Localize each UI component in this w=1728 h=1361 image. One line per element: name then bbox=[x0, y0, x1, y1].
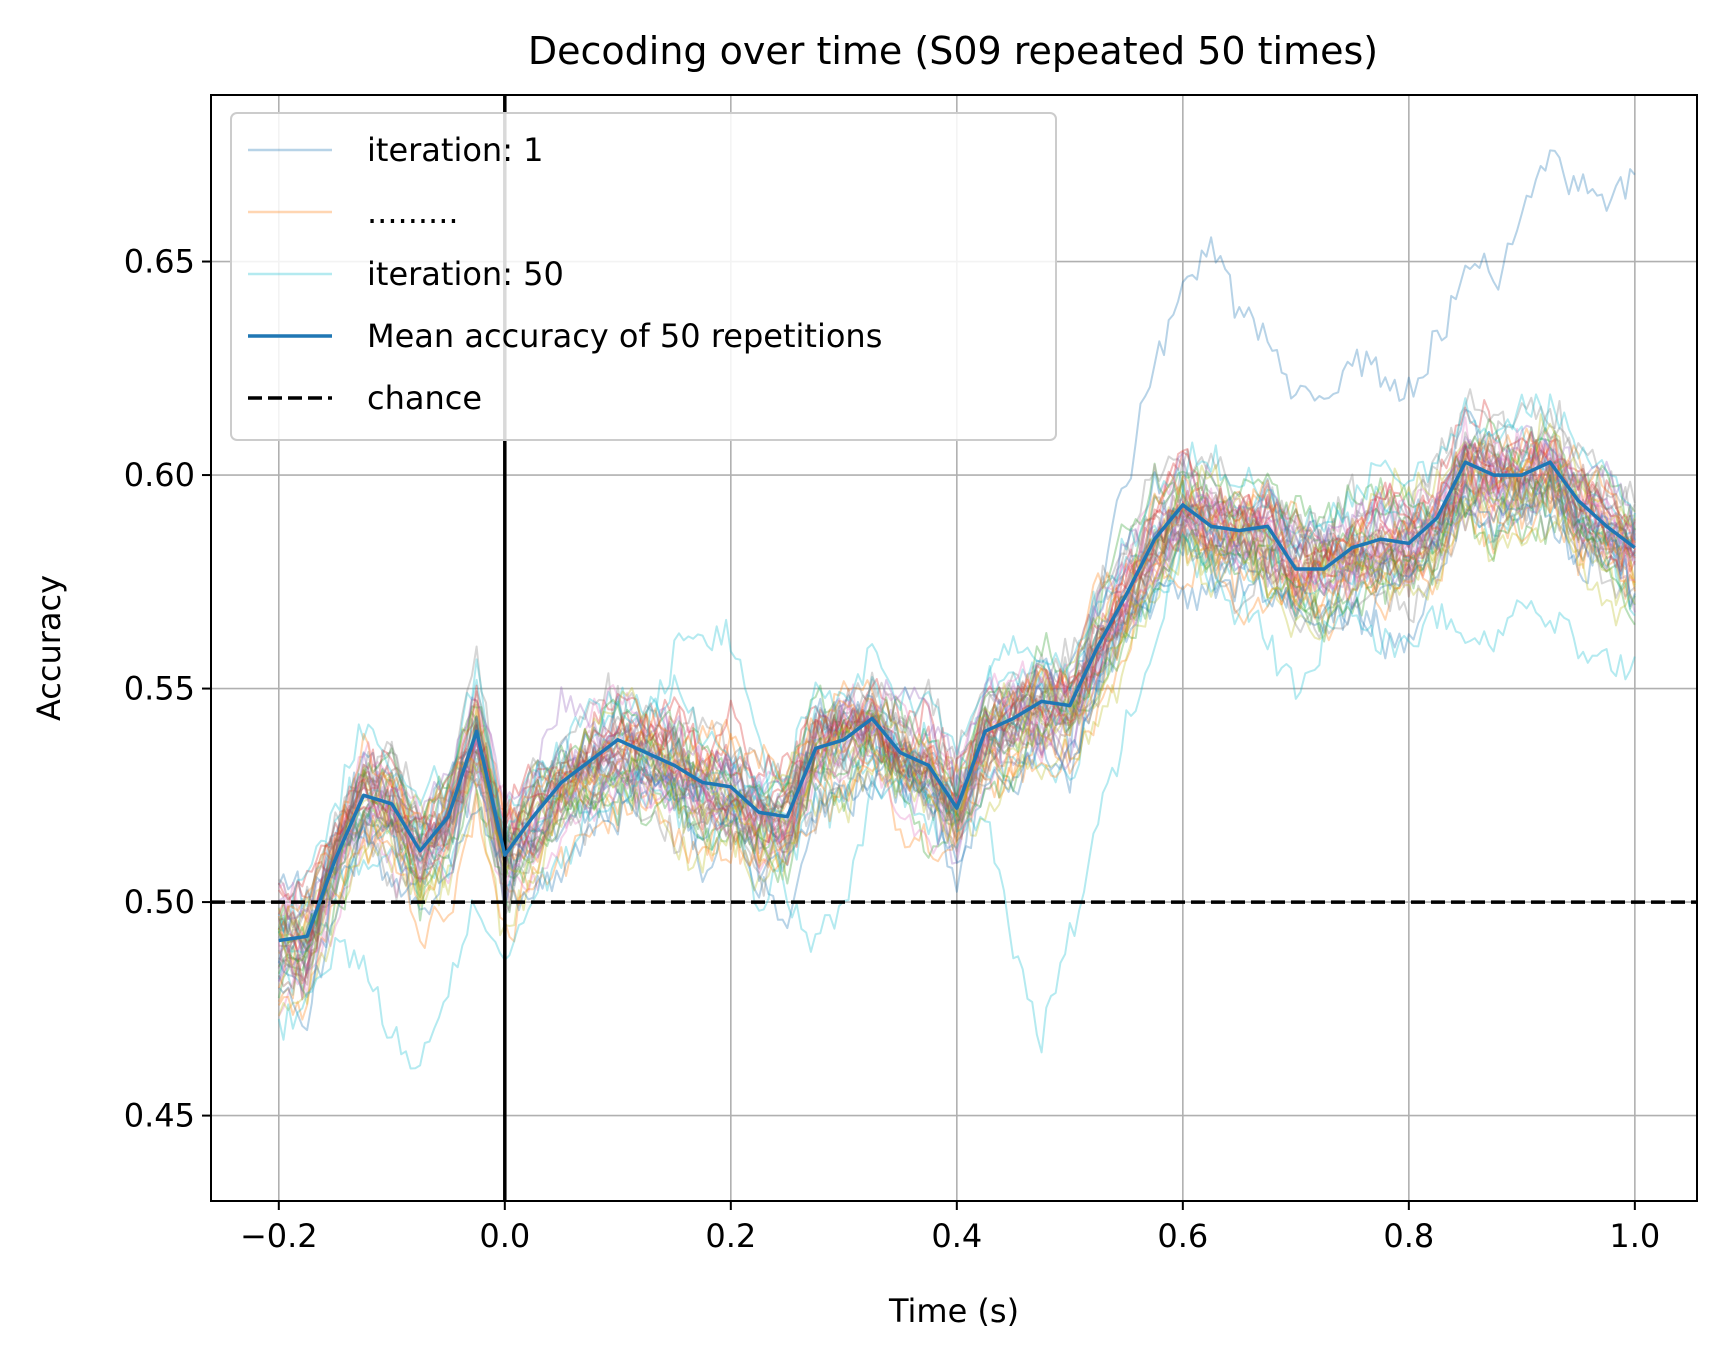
x-axis: −0.2 0.0 0.2 0.4 0.6 0.8 1.0 bbox=[240, 1201, 1660, 1255]
x-tick-label-0: −0.2 bbox=[240, 1217, 318, 1255]
x-tick-label-3: 0.4 bbox=[931, 1217, 982, 1255]
legend-box bbox=[230, 112, 1057, 441]
x-axis-label: Time (s) bbox=[888, 1292, 1019, 1330]
y-tick-label-2: 0.55 bbox=[124, 670, 195, 708]
plot-frame bbox=[210, 94, 1698, 1202]
y-tick-label-1: 0.50 bbox=[124, 883, 195, 921]
x-tick-label-4: 0.6 bbox=[1157, 1217, 1208, 1255]
legend: iteration: 1......... iteration: 50 Mean a… bbox=[230, 112, 1057, 441]
mean-line-group bbox=[278, 460, 1636, 943]
x-tick-label-1: 0.0 bbox=[479, 1217, 530, 1255]
y-tick-label-3: 0.60 bbox=[124, 456, 195, 494]
legend-label-2: iteration: 50 bbox=[367, 255, 564, 293]
y-axis-label: Accuracy bbox=[30, 575, 68, 721]
legend-label-3: Mean accuracy of 50 repetitions bbox=[367, 317, 882, 355]
legend-label-1: ......... bbox=[367, 193, 459, 231]
y-tick-label-4: 0.65 bbox=[124, 243, 195, 281]
plot-area bbox=[211, 95, 1697, 1201]
y-axis: 0.45 0.50 0.55 0.60 0.65 bbox=[124, 243, 211, 1135]
y-tick-label-0: 0.45 bbox=[124, 1097, 195, 1135]
mean-accuracy-line bbox=[278, 460, 1636, 943]
chart-title: Decoding over time (S09 repeated 50 time… bbox=[528, 29, 1378, 73]
legend-label-0: iteration: 1 bbox=[367, 131, 544, 169]
x-tick-label-5: 0.8 bbox=[1383, 1217, 1434, 1255]
x-tick-label-6: 1.0 bbox=[1609, 1217, 1660, 1255]
x-tick-label-2: 0.2 bbox=[705, 1217, 756, 1255]
legend-label-4: chance bbox=[367, 379, 482, 417]
